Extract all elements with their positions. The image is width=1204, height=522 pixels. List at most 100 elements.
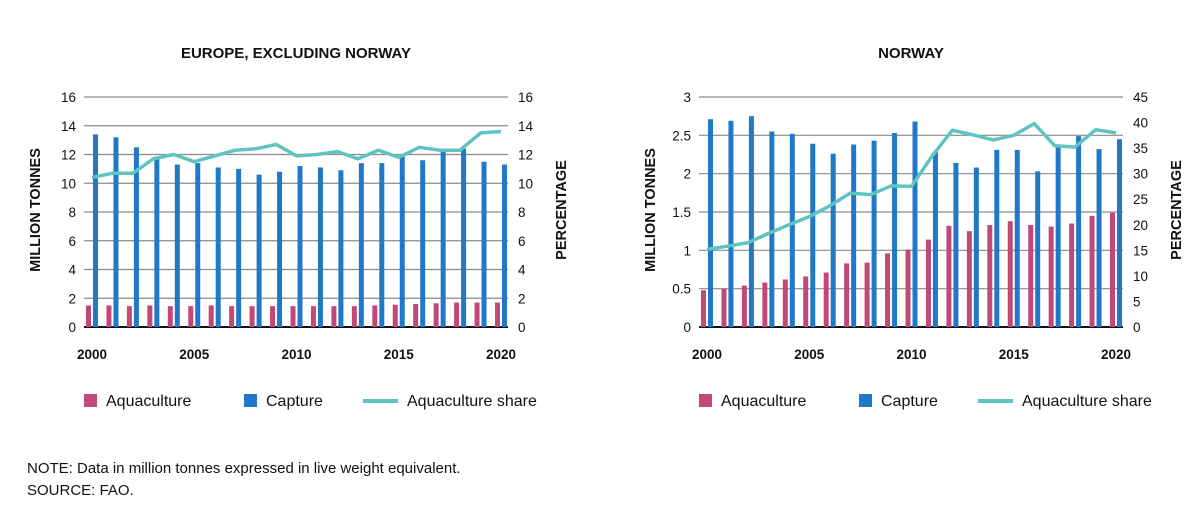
legend-swatch-capture	[244, 394, 257, 407]
bar-capture	[830, 153, 836, 327]
x-tick-label: 2020	[1101, 347, 1131, 362]
bar-aquaculture	[925, 239, 931, 327]
y2-tick-label: 5	[1133, 294, 1141, 309]
bar-aquaculture	[1048, 226, 1054, 327]
bar-capture	[277, 171, 283, 327]
bar-capture	[236, 168, 242, 327]
bar-aquaculture	[966, 231, 972, 327]
bar-capture	[399, 155, 405, 327]
bar-capture	[789, 133, 795, 327]
legend-label-share: Aquaculture share	[407, 393, 537, 410]
y-tick-label: 0	[68, 320, 76, 335]
y2-tick-label: 6	[518, 234, 526, 249]
bar-aquaculture	[454, 302, 460, 327]
y-tick-label: 1	[683, 243, 691, 258]
y2-tick-label: 8	[518, 205, 526, 220]
bar-aquaculture	[762, 282, 768, 327]
legend-label-share: Aquaculture share	[1022, 393, 1152, 410]
y-tick-label: 2	[68, 291, 76, 306]
bar-aquaculture	[782, 279, 788, 327]
x-tick-label: 2020	[486, 347, 516, 362]
bar-aquaculture	[474, 302, 480, 327]
bar-capture	[420, 160, 426, 327]
y2-tick-label: 10	[1133, 269, 1148, 284]
bar-aquaculture	[167, 306, 173, 327]
bar-capture	[93, 134, 98, 327]
bar-aquaculture	[331, 306, 337, 327]
bar-aquaculture	[413, 304, 419, 327]
y2-tick-label: 2	[518, 291, 526, 306]
bar-capture	[440, 151, 446, 327]
bar-aquaculture	[392, 304, 398, 327]
bar-aquaculture	[208, 305, 214, 327]
y-tick-label: 12	[61, 148, 76, 163]
notes: NOTE: Data in million tonnes expressed i…	[27, 458, 461, 502]
x-tick-label: 2000	[77, 347, 107, 362]
y2-tick-label: 40	[1133, 116, 1148, 131]
bar-aquaculture	[741, 285, 747, 327]
bar-aquaculture	[229, 306, 235, 327]
y2-tick-label: 25	[1133, 192, 1148, 207]
y2-tick-label: 14	[518, 119, 534, 134]
bar-capture	[953, 162, 959, 327]
bar-capture	[810, 143, 816, 327]
bar-aquaculture	[1110, 212, 1115, 327]
chart-title: EUROPE, EXCLUDING NORWAY	[181, 45, 411, 62]
bar-aquaculture	[823, 272, 829, 327]
bar-aquaculture	[864, 262, 870, 327]
y2-tick-label: 15	[1133, 243, 1148, 258]
bar-capture	[973, 167, 979, 327]
y2-tick-label: 45	[1133, 90, 1148, 105]
bar-aquaculture	[495, 302, 500, 327]
bar-capture	[358, 163, 364, 327]
bar-aquaculture	[126, 306, 132, 327]
chart-title: NORWAY	[878, 45, 944, 62]
y-axis-label: MILLION TONNES	[28, 148, 44, 272]
bar-capture	[994, 149, 1000, 327]
y-tick-label: 14	[61, 119, 77, 134]
bar-capture	[871, 140, 877, 327]
bar-aquaculture	[1069, 223, 1075, 327]
y-tick-label: 2	[683, 167, 691, 182]
y-tick-label: 10	[61, 176, 76, 191]
chart-svg: EUROPE, EXCLUDING NORWAY 0 2 4 6 8 10 12 14 16 0 2 4…	[28, 45, 570, 410]
bar-aquaculture	[701, 290, 706, 327]
line-aquaculture-share	[91, 129, 502, 180]
y-tick-label: 8	[68, 205, 76, 220]
bar-capture	[1055, 144, 1061, 327]
x-tick-label: 2010	[896, 347, 926, 362]
bar-capture	[133, 147, 139, 327]
y-tick-label: 0	[683, 320, 691, 335]
bar-aquaculture	[946, 225, 952, 327]
chart-svg: NORWAY00.511.522.53051015202530354045MIL…	[643, 45, 1185, 410]
bar-capture	[461, 148, 467, 327]
bar-capture	[317, 167, 323, 327]
bar-capture	[1096, 149, 1102, 327]
y-tick-label: 1.5	[672, 205, 691, 220]
bar-aquaculture	[290, 306, 296, 327]
legend: Aquaculture Capture Aquaculture share	[84, 393, 537, 410]
bar-aquaculture	[844, 263, 850, 327]
y-tick-label: 2.5	[672, 128, 691, 143]
bar-capture	[502, 164, 507, 327]
bar-capture	[1035, 171, 1041, 327]
bar-aquaculture	[351, 306, 357, 327]
bar-capture	[708, 119, 713, 327]
bar-aquaculture	[1089, 215, 1095, 327]
bar-capture	[215, 167, 221, 327]
bar-capture	[338, 170, 344, 327]
bar-capture	[932, 152, 938, 327]
bar-aquaculture	[106, 305, 112, 327]
legend-label-aquaculture: Aquaculture	[106, 393, 191, 410]
y-tick-label: 6	[68, 234, 76, 249]
bar-capture	[297, 166, 303, 327]
y2-tick-label: 30	[1133, 167, 1148, 182]
y2-tick-label: 4	[518, 263, 526, 278]
y2-tick-label: 0	[1133, 320, 1141, 335]
x-tick-label: 2010	[281, 347, 311, 362]
legend-label-capture: Capture	[881, 393, 938, 410]
bar-aquaculture	[1028, 225, 1034, 327]
bar-capture	[113, 137, 119, 327]
y2-tick-label: 35	[1133, 141, 1148, 156]
x-tick-label: 2015	[384, 347, 415, 362]
